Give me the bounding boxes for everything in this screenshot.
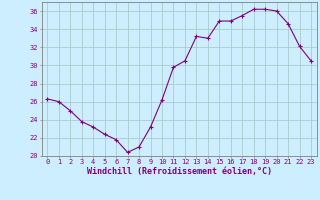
X-axis label: Windchill (Refroidissement éolien,°C): Windchill (Refroidissement éolien,°C) — [87, 167, 272, 176]
